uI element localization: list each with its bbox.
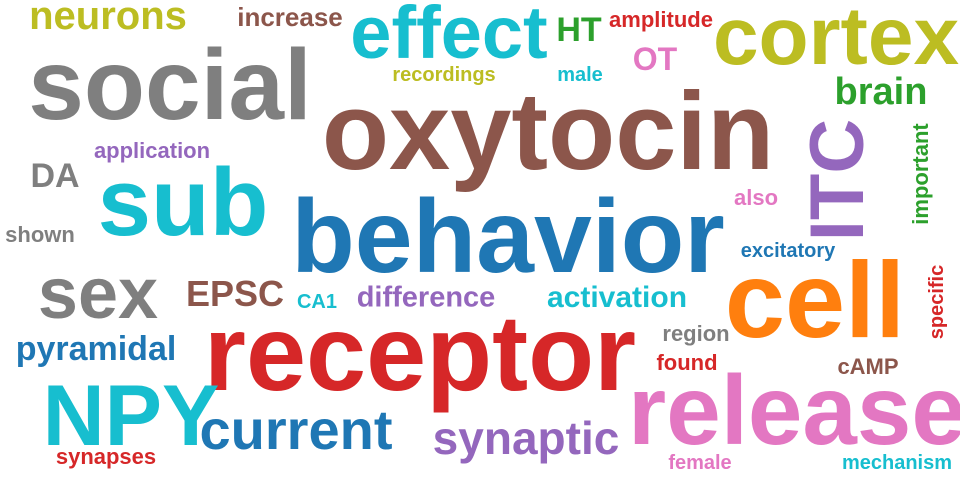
word-activation: activation <box>546 281 688 314</box>
word-oxytocin: oxytocin <box>321 70 775 193</box>
word-excitatory: excitatory <box>740 240 836 262</box>
word-ht: HT <box>556 11 602 49</box>
word-shown: shown <box>5 222 75 247</box>
word-neurons: neurons <box>29 0 187 38</box>
word-itc: ITC <box>795 118 880 242</box>
word-female: female <box>668 452 732 474</box>
word-ot: OT <box>632 41 678 77</box>
word-application: application <box>93 138 211 163</box>
word-important: important <box>908 123 933 225</box>
word-behavior: behavior <box>291 179 725 295</box>
word-mechanism: mechanism <box>841 452 953 474</box>
word-also: also <box>733 185 779 210</box>
word-effect: effect <box>350 0 548 74</box>
word-specific: specific <box>926 264 948 340</box>
word-sub: sub <box>97 149 269 256</box>
word-recordings: recordings <box>392 64 496 86</box>
word-region: region <box>662 321 730 346</box>
word-sex: sex <box>37 254 159 334</box>
word-release: release <box>628 355 960 465</box>
word-male: male <box>557 64 603 86</box>
word-synaptic: synaptic <box>432 412 620 464</box>
word-cortex: cortex <box>712 0 960 82</box>
word-pyramidal: pyramidal <box>15 330 177 368</box>
word-found: found <box>656 350 718 375</box>
word-camp: cAMP <box>837 354 899 379</box>
word-npy: NPY <box>42 368 220 464</box>
word-amplitude: amplitude <box>609 7 713 32</box>
word-social: social <box>28 29 312 141</box>
word-synapses: synapses <box>55 444 157 469</box>
word-epsc: EPSC <box>185 273 285 314</box>
word-brain: brain <box>834 71 928 113</box>
word-cell: cell <box>724 239 906 360</box>
word-current: current <box>199 398 393 461</box>
word-difference: difference <box>356 281 496 314</box>
word-increase: increase <box>237 2 343 32</box>
word-da: DA <box>30 157 80 195</box>
word-ca1: CA1 <box>296 291 338 313</box>
word-receptor: receptor <box>203 292 637 413</box>
